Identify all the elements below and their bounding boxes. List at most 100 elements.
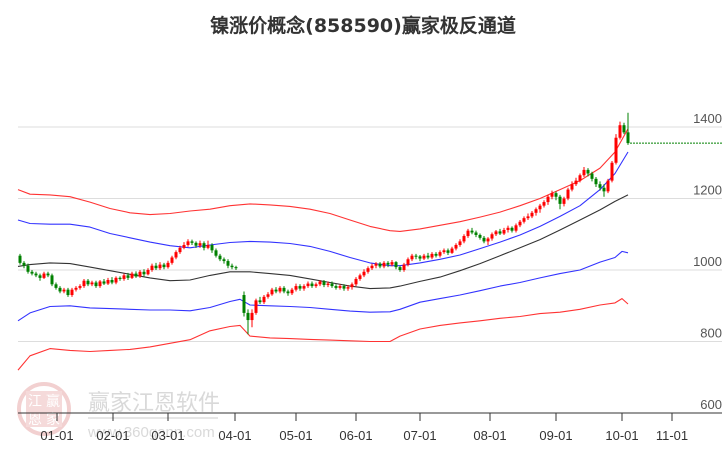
candle-up (146, 270, 150, 275)
candle-up (358, 275, 362, 279)
candle-up (266, 294, 270, 297)
candle-up (70, 289, 74, 296)
candle-up (302, 286, 306, 289)
candle-up (442, 250, 446, 253)
candle-up (494, 231, 498, 235)
band-inner-lower (17, 250, 629, 322)
candle-up (542, 202, 546, 206)
candle-down (558, 196, 562, 204)
candle-up (314, 284, 318, 287)
candle-up (614, 137, 618, 163)
y-tick-label: 1000 (693, 254, 722, 269)
candle-down (194, 242, 198, 246)
candle-up (306, 283, 310, 287)
candle-up (98, 281, 102, 287)
candle-up (114, 277, 118, 283)
candle-down (54, 284, 58, 288)
candle-up (166, 262, 170, 268)
candle-up (422, 255, 426, 259)
candle-up (606, 180, 610, 192)
candle-down (162, 264, 166, 268)
candle-up (158, 264, 162, 269)
watermark-logo-seal (26, 391, 62, 427)
candle-down (434, 253, 438, 256)
candle-down (586, 169, 590, 174)
candle-up (410, 255, 414, 260)
candle-up (402, 264, 406, 270)
candle-up (106, 280, 110, 284)
candle-up (486, 238, 490, 242)
candle-up (90, 282, 94, 285)
candle-down (482, 237, 486, 242)
candle-up (530, 212, 534, 217)
candle-up (82, 280, 86, 287)
candle-up (366, 268, 370, 272)
watermark-logo-char: 赢 (46, 393, 60, 410)
candle-up (178, 247, 182, 253)
candle-down (446, 250, 450, 253)
candle-up (566, 189, 570, 199)
candle-down (26, 265, 30, 272)
candle-up (570, 184, 574, 190)
candle-down (154, 265, 158, 269)
candle-down (418, 256, 422, 259)
x-tick-label: 08-01 (473, 428, 506, 443)
candle-down (470, 230, 474, 233)
candle-up (454, 244, 458, 249)
candle-down (398, 267, 402, 270)
candle-down (46, 273, 50, 276)
candle-down (622, 125, 626, 133)
x-tick-label: 07-01 (403, 428, 436, 443)
candle-up (430, 253, 434, 258)
candle-down (310, 283, 314, 287)
candle-down (322, 281, 326, 286)
candle-down (210, 244, 214, 251)
candle-up (518, 221, 522, 226)
candle-up (362, 271, 366, 276)
candle-down (246, 312, 250, 321)
candle-up (490, 234, 494, 239)
candle-down (126, 275, 130, 278)
candle-down (498, 231, 502, 234)
x-tick-label: 10-01 (605, 428, 638, 443)
candle-up (278, 287, 282, 292)
candle-down (298, 286, 302, 289)
candle-up (250, 312, 254, 321)
watermark-logo-char: 家 (46, 411, 60, 428)
candle-down (30, 271, 34, 274)
candle-up (438, 252, 442, 256)
y-axis-labels: 600 800 1000 1200 1400 (693, 111, 722, 412)
watermark: 江赢恩 家 赢家江恩软件 www.360gann.com (17, 382, 220, 441)
candle-up (610, 162, 614, 181)
candle-up (254, 300, 258, 313)
candle-down (426, 255, 430, 258)
candle-down (590, 173, 594, 179)
candle-up (538, 205, 542, 210)
candle-up (562, 198, 566, 204)
candle-up (122, 275, 126, 279)
candle-up (206, 244, 210, 248)
band-outer-lower (17, 298, 629, 371)
watermark-logo-char: 江 (28, 394, 42, 410)
candle-up (618, 125, 622, 138)
candle-up (450, 248, 454, 253)
candle-down (22, 262, 26, 266)
candle-up (138, 271, 142, 277)
candle-up (78, 286, 82, 288)
candle-down (274, 289, 278, 292)
candle-down (202, 243, 206, 248)
candle-up (390, 262, 394, 265)
band-mid (17, 194, 629, 290)
candle-up (506, 227, 510, 230)
candle-up (170, 257, 174, 263)
candle-down (602, 187, 606, 192)
candle-down (394, 262, 398, 268)
candle-down (330, 283, 334, 287)
candle-up (174, 252, 178, 258)
x-tick-label: 04-01 (218, 428, 251, 443)
candle-down (234, 267, 238, 269)
candle-down (34, 273, 38, 276)
candle-up (318, 281, 322, 285)
candle-down (342, 286, 346, 289)
watermark-logo-char: 恩 (28, 412, 42, 428)
